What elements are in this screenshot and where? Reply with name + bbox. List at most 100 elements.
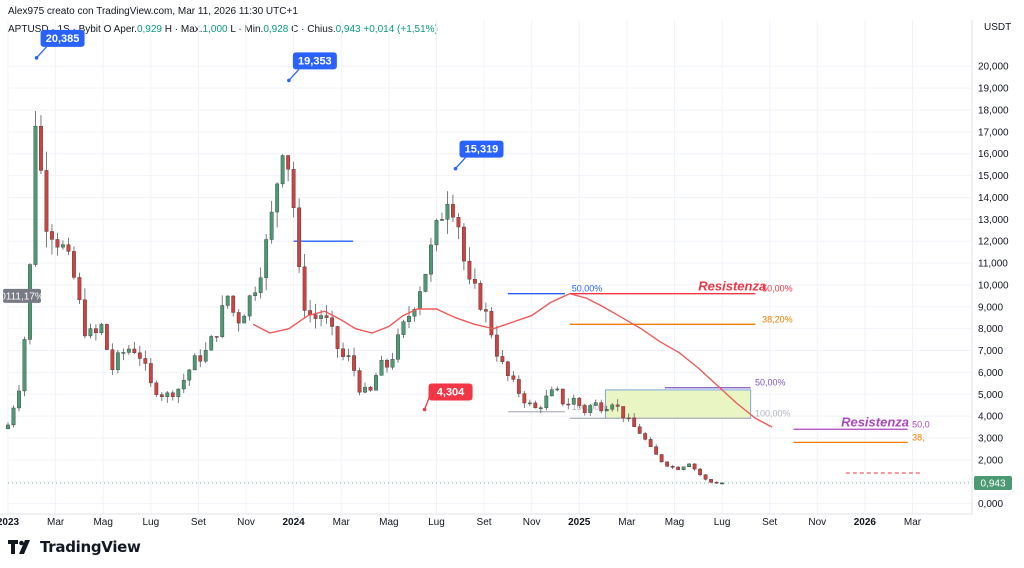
callout-box xyxy=(292,52,337,70)
consolidation-zone xyxy=(604,389,752,419)
candle-body xyxy=(385,359,389,368)
price-tick-label: 2,000 xyxy=(978,455,1003,466)
time-tick-label: 2025 xyxy=(568,517,591,528)
time-tick-label: Mag xyxy=(379,517,398,528)
tradingview-logo-icon xyxy=(8,540,30,554)
candle-body xyxy=(654,446,659,455)
candle-body xyxy=(22,339,27,392)
candle-body xyxy=(341,348,345,358)
price-tick-label: 20,000 xyxy=(978,62,1009,73)
fib-level-label: 50,00% xyxy=(755,378,786,388)
candle-body xyxy=(555,388,560,391)
resistance-label: Resistenza xyxy=(698,279,766,294)
price-tick-label: 5,000 xyxy=(978,390,1003,401)
candle-body xyxy=(209,336,214,351)
candle-body xyxy=(39,125,43,171)
callout-value: 15,319 xyxy=(465,144,499,156)
candle-body xyxy=(462,226,466,262)
low-label: L · Min. xyxy=(230,24,264,35)
candle-body xyxy=(582,405,587,413)
candle-body xyxy=(390,359,395,368)
candle-body xyxy=(121,352,126,354)
candle-body xyxy=(659,454,664,463)
candle-body xyxy=(445,204,450,220)
candle-body xyxy=(489,311,494,336)
candle-body xyxy=(379,359,384,376)
candle-body xyxy=(429,244,433,275)
candle-body xyxy=(198,355,203,362)
symbol-name[interactable]: APTUSD xyxy=(8,24,49,35)
price-tick-label: 14,000 xyxy=(978,193,1009,204)
moving-average-line xyxy=(252,292,773,428)
tradingview-logo[interactable]: TradingView xyxy=(8,538,141,556)
candle-body xyxy=(346,355,351,358)
callout-box xyxy=(459,140,504,158)
candle-body xyxy=(665,461,670,467)
candle-body xyxy=(170,392,175,397)
callout-box xyxy=(428,383,473,401)
candle-body xyxy=(17,390,21,409)
candle-body xyxy=(93,328,98,334)
callout-anchor-dot xyxy=(287,78,291,83)
fib-level-label: 50,00% xyxy=(762,284,793,294)
price-tick-label: 7,000 xyxy=(978,346,1003,357)
candle-body xyxy=(593,402,598,406)
close-value: 0,943 xyxy=(335,24,361,35)
time-tick-label: Lug xyxy=(714,517,731,528)
candle-body xyxy=(275,183,280,213)
price-tick-label: 6,000 xyxy=(978,368,1003,379)
time-tick-label: Set xyxy=(762,517,777,528)
candle-body xyxy=(511,375,516,380)
time-tick-label: Lug xyxy=(142,517,159,528)
candle-body xyxy=(687,463,692,468)
price-tick-label: 15,000 xyxy=(978,171,1009,182)
candle-body xyxy=(709,479,713,483)
candle-body xyxy=(401,321,406,335)
time-tick-label: Mar xyxy=(904,517,922,528)
candle-body xyxy=(44,170,49,232)
candle-body xyxy=(615,404,620,407)
change-value: +0,014 (+1,51%) xyxy=(363,24,438,35)
candle-body xyxy=(82,299,87,337)
time-tick-label: 2026 xyxy=(854,517,877,528)
candle-body xyxy=(478,283,483,310)
chart-attribution: Alex975 creato con TradingView.com, Mar … xyxy=(8,6,298,17)
high-value: 1,000 xyxy=(202,24,228,35)
candle-body xyxy=(670,466,675,468)
time-tick-label: Mar xyxy=(333,517,351,528)
candle-body xyxy=(720,482,724,485)
fib-level-label: 100,00% xyxy=(755,408,791,418)
current-price-tag xyxy=(974,476,1012,491)
open-label: Aper. xyxy=(113,24,137,35)
chart-overlays: 50,00%100,00%50,00%38,20%50,00%100,00%50… xyxy=(8,240,972,484)
candle-body xyxy=(66,244,71,252)
candle-body xyxy=(483,309,488,312)
candle-body xyxy=(357,370,362,393)
time-tick-label: 2024 xyxy=(283,517,306,528)
chart-grid xyxy=(7,20,972,514)
high-label: H · Max. xyxy=(164,24,203,35)
interval-exchange: · 1S · Bybit O xyxy=(51,24,112,35)
callout-anchor-dot xyxy=(453,166,458,171)
candle-body xyxy=(423,273,428,292)
time-axis[interactable]: 2023 Mar Mag Lug Set Nov 2024 Mar Mag Lug Set Nov 20… xyxy=(0,513,972,528)
time-tick-label: Nov xyxy=(237,517,255,528)
candle-body xyxy=(434,220,439,246)
candle-body xyxy=(286,155,291,170)
candle-body xyxy=(368,386,373,391)
candle-body xyxy=(236,312,241,324)
fib-level-label: 50,0 xyxy=(912,419,930,429)
candle-body xyxy=(137,352,142,359)
callout-value: 20,385 xyxy=(46,33,80,45)
candle-body xyxy=(159,394,164,397)
time-tick-label: Mar xyxy=(47,517,65,528)
price-axis[interactable]: USDT0,0001,0002,0003,0004,0005,0006,0007… xyxy=(971,20,1012,514)
candle-body xyxy=(599,402,604,412)
callout-anchor-dot xyxy=(34,56,39,60)
candle-body xyxy=(560,388,565,405)
candle-body xyxy=(203,349,208,362)
callout-value: 19,353 xyxy=(298,55,332,67)
candle-body xyxy=(418,291,422,310)
time-tick-label: Lug xyxy=(428,517,445,528)
